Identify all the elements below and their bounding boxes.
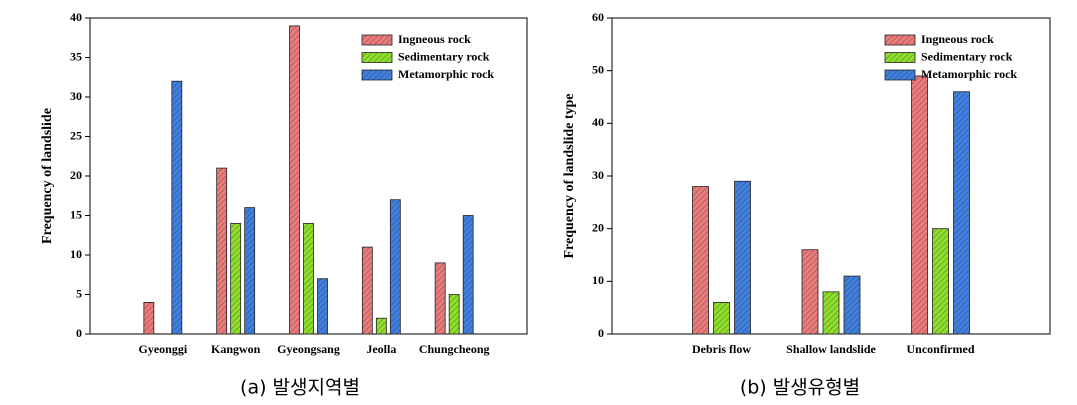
bar: [216, 167, 228, 335]
caption: (a) 발생지역별: [240, 377, 360, 399]
legend-label: Ingneous rock: [398, 32, 471, 46]
x-tick-label: Shallow landslide: [786, 342, 876, 356]
y-tick-label: 60: [592, 10, 604, 24]
bar: [692, 186, 709, 335]
bar: [303, 222, 314, 335]
legend-swatch: [361, 69, 393, 81]
y-tick-label: 10: [70, 247, 82, 261]
bar: [734, 180, 751, 335]
legend-swatch: [361, 52, 393, 63]
y-tick-label: 5: [76, 286, 82, 300]
y-tick-label: 40: [70, 10, 82, 24]
legend-label: Sedimentary rock: [398, 49, 490, 63]
legend-label: Metamorphic rock: [398, 67, 494, 81]
legend-swatch: [361, 34, 393, 46]
y-tick-label: 0: [76, 326, 82, 340]
y-tick-label: 10: [592, 273, 604, 287]
legend-swatch: [884, 69, 916, 81]
y-tick-label: 25: [70, 128, 82, 142]
legend-label: Sedimentary rock: [921, 49, 1013, 63]
plot-frame: [611, 17, 1051, 335]
bar: [375, 317, 387, 335]
bar: [317, 278, 328, 335]
bar: [289, 25, 300, 335]
y-tick-label: 30: [592, 168, 604, 182]
y-tick-label: 20: [592, 220, 604, 234]
y-tick-label: 20: [70, 168, 82, 182]
bar: [361, 246, 373, 335]
y-tick-label: 50: [592, 62, 604, 76]
x-tick-label: Kangwon: [211, 342, 261, 356]
bar: [462, 215, 474, 335]
bar: [843, 275, 861, 335]
bar: [932, 228, 949, 335]
legend-label: Metamorphic rock: [921, 67, 1017, 81]
bar: [171, 80, 183, 335]
bar: [911, 75, 928, 335]
bar: [953, 91, 970, 335]
bar: [230, 222, 242, 335]
x-tick-label: Gyeonggi: [138, 342, 187, 356]
y-axis-label: Frequency of landslide type: [562, 93, 577, 258]
y-tick-label: 40: [592, 115, 604, 129]
legend-label: Ingneous rock: [921, 32, 994, 46]
x-tick-label: Gyeongsang: [277, 342, 340, 356]
legend-swatch: [884, 52, 916, 63]
y-axis-label: Frequency of landslide: [40, 108, 55, 244]
bar: [143, 301, 155, 335]
y-tick-label: 35: [70, 49, 82, 63]
y-tick-label: 30: [70, 89, 82, 103]
x-tick-label: Chungcheong: [419, 342, 490, 356]
bar: [822, 291, 840, 335]
bar: [448, 294, 460, 335]
legend-swatch: [884, 34, 916, 46]
x-tick-label: Unconfirmed: [907, 342, 975, 356]
bar: [801, 249, 819, 335]
bar: [713, 301, 730, 335]
x-tick-label: Jeolla: [366, 342, 396, 356]
y-tick-label: 0: [598, 326, 604, 340]
caption: (b) 발생유형별: [740, 377, 860, 399]
bar: [244, 207, 256, 335]
x-tick-label: Debris flow: [692, 342, 751, 356]
bar: [434, 262, 446, 335]
bar: [389, 199, 401, 335]
y-tick-label: 15: [70, 207, 82, 221]
